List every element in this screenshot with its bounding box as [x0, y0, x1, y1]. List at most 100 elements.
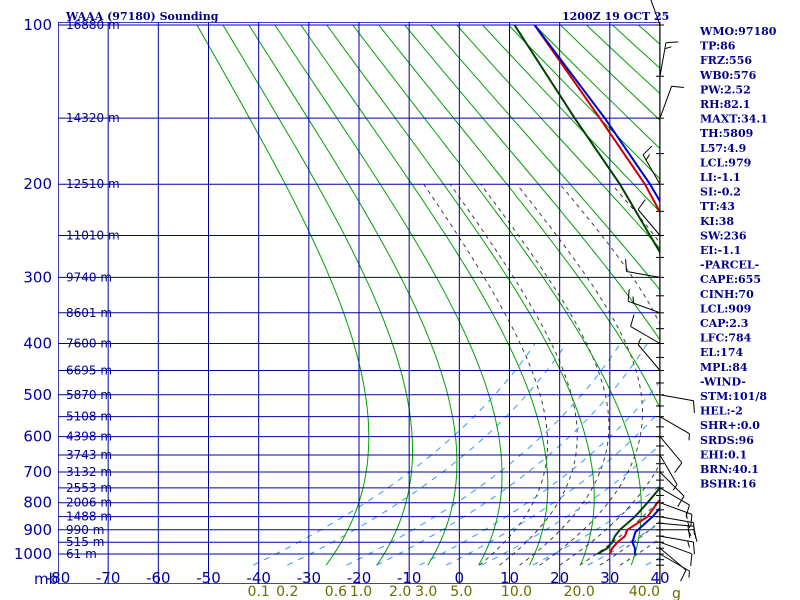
mixing-ratio-label: 40.0: [629, 584, 660, 600]
moist-adiabat-line: [423, 183, 549, 566]
plot-area: 16880 m 14320 m 12510 m 11010 m 9740 m 8601 m…: [14, 16, 800, 600]
sounding-index: WMO:97180: [699, 25, 777, 38]
wind-barb: [660, 529, 698, 542]
mixing-ratio-label: 10.0: [501, 584, 532, 600]
moist-adiabat-line: [516, 183, 643, 566]
sounding-index: L57:4.9: [700, 142, 746, 155]
temperature-tick-label: -40: [246, 569, 271, 587]
mixing-ratio-label: 1.0: [350, 584, 372, 600]
chart-time: 1200Z 19 OCT 25: [562, 10, 669, 23]
wind-barb: [659, 516, 695, 535]
sounding-index: HEL:-2: [700, 405, 743, 418]
sounding-index: -WIND-: [700, 375, 746, 388]
pressure-tick-label: 600: [23, 428, 52, 446]
height-label: 9740 m: [66, 270, 112, 284]
sounding-index: CAPE:655: [700, 273, 761, 286]
height-label: 1488 m: [66, 510, 112, 524]
wind-barb: [659, 471, 685, 507]
parcel-line: [533, 24, 660, 554]
dry-adiabat-line: [794, 25, 800, 565]
wind-barb: [637, 199, 661, 236]
pressure-tick-label: 400: [23, 334, 52, 352]
wind-barb: [659, 416, 690, 441]
height-label: 8601 m: [66, 306, 112, 320]
sounding-index: BSHR:16: [700, 478, 756, 491]
mixing-ratio-label: 20.0: [564, 584, 595, 600]
height-label: 5108 m: [66, 410, 112, 424]
wind-barb: [659, 487, 690, 517]
height-label: 4398 m: [66, 430, 112, 444]
sounding-index: BRN:40.1: [700, 463, 759, 476]
wind-barb: [650, 0, 661, 26]
mixing-ratio-label: 0.2: [276, 584, 298, 600]
temperature-tick-label: -20: [347, 569, 372, 587]
pressure-tick-label: 200: [23, 175, 52, 193]
sounding-index: EHI:0.1: [700, 448, 747, 461]
sounding-index: CINH:70: [700, 288, 754, 301]
pressure-tick-label: 500: [23, 386, 52, 404]
dry-adiabat-line: [430, 24, 660, 291]
dewpoint-line: [513, 24, 660, 555]
wind-barb: [642, 145, 661, 185]
sounding-index: CAP:2.3: [700, 317, 748, 330]
temperature-tick-label: 20: [550, 569, 569, 587]
pressure-tick-label: 100: [23, 16, 52, 34]
sounding-index: SRDS:96: [700, 434, 754, 447]
sounding-index: KI:38: [700, 215, 734, 228]
mixing-ratio-line: [419, 380, 660, 566]
wind-barb: [659, 547, 687, 582]
height-label: 990 m: [66, 523, 104, 537]
dry-adiabat-line: [404, 24, 660, 341]
pressure-tick-label: 900: [23, 521, 52, 539]
temperature-tick-label: -80: [46, 569, 71, 587]
mixing-unit: g: [672, 586, 681, 600]
grid: [58, 22, 660, 584]
moist-adiabat-line: [480, 183, 610, 566]
temperature-tick-label: -70: [96, 569, 121, 587]
mixing-ratio-label: 0.1: [248, 584, 270, 600]
sounding-index: WB0:576: [699, 69, 757, 82]
height-label: 11010 m: [66, 229, 120, 243]
mixing-ratio-line: [445, 410, 660, 566]
mixing-ratio-label: 3.0: [415, 584, 437, 600]
mixing-ratio-labels: 0.1 0.2 0.6 1.0 2.0 3.0 5.0 10.0 20.0 40.0: [248, 584, 661, 600]
mixing-ratio-line: [252, 343, 536, 566]
sounding-index: STM:101/8: [700, 390, 767, 403]
wind-barb: [637, 338, 661, 371]
height-label: 16880 m: [66, 18, 120, 32]
dry-adiabat-line: [222, 24, 413, 566]
height-label: 5870 m: [66, 388, 112, 402]
sounding-index: TP:86: [700, 40, 736, 53]
mixing-ratio-line: [532, 485, 660, 566]
temperature-tick-label: 0: [455, 569, 465, 587]
dry-adiabat-line: [196, 24, 370, 566]
mixing-ratio-line: [481, 444, 660, 566]
sounding-index: EI:-1.1: [700, 244, 741, 257]
temperature-tick-labels: -80 -70 -60 -50 -40 -30 -20 -10 0 10 20 30 40: [46, 569, 670, 587]
wind-barb: [659, 535, 695, 555]
moist-adiabat-line: [449, 183, 578, 566]
temperature-line: [533, 24, 660, 555]
wind-barb: [625, 259, 661, 278]
sounding-index: LCL:909: [700, 302, 751, 315]
pressure-tick-label: 700: [23, 463, 52, 481]
sounding-index: FRZ:556: [700, 54, 752, 67]
height-label: 14320 m: [66, 111, 120, 125]
pressure-tick-labels: 100 200 300 400 500 600 700 800 900 1000: [14, 16, 52, 563]
sounding-index: LFC:784: [700, 332, 752, 345]
height-labels: 16880 m 14320 m 12510 m 11010 m 9740 m 8601 m…: [66, 18, 120, 561]
sounding-index: LCL:979: [700, 156, 751, 169]
pressure-tick-label: 300: [23, 268, 52, 286]
sounding-index: PW:2.52: [700, 83, 751, 96]
wind-barb: [659, 41, 679, 77]
wind-barb: [659, 436, 683, 473]
moist-adiabat-line: [599, 520, 660, 566]
dry-adiabat-line: [378, 24, 660, 410]
sounding-index: RH:82.1: [700, 98, 750, 111]
temperature-tick-label: 30: [600, 569, 619, 587]
wind-barb: [627, 288, 661, 314]
mixing-ratio-label: 5.0: [450, 584, 472, 600]
wind-barb: [630, 314, 661, 344]
